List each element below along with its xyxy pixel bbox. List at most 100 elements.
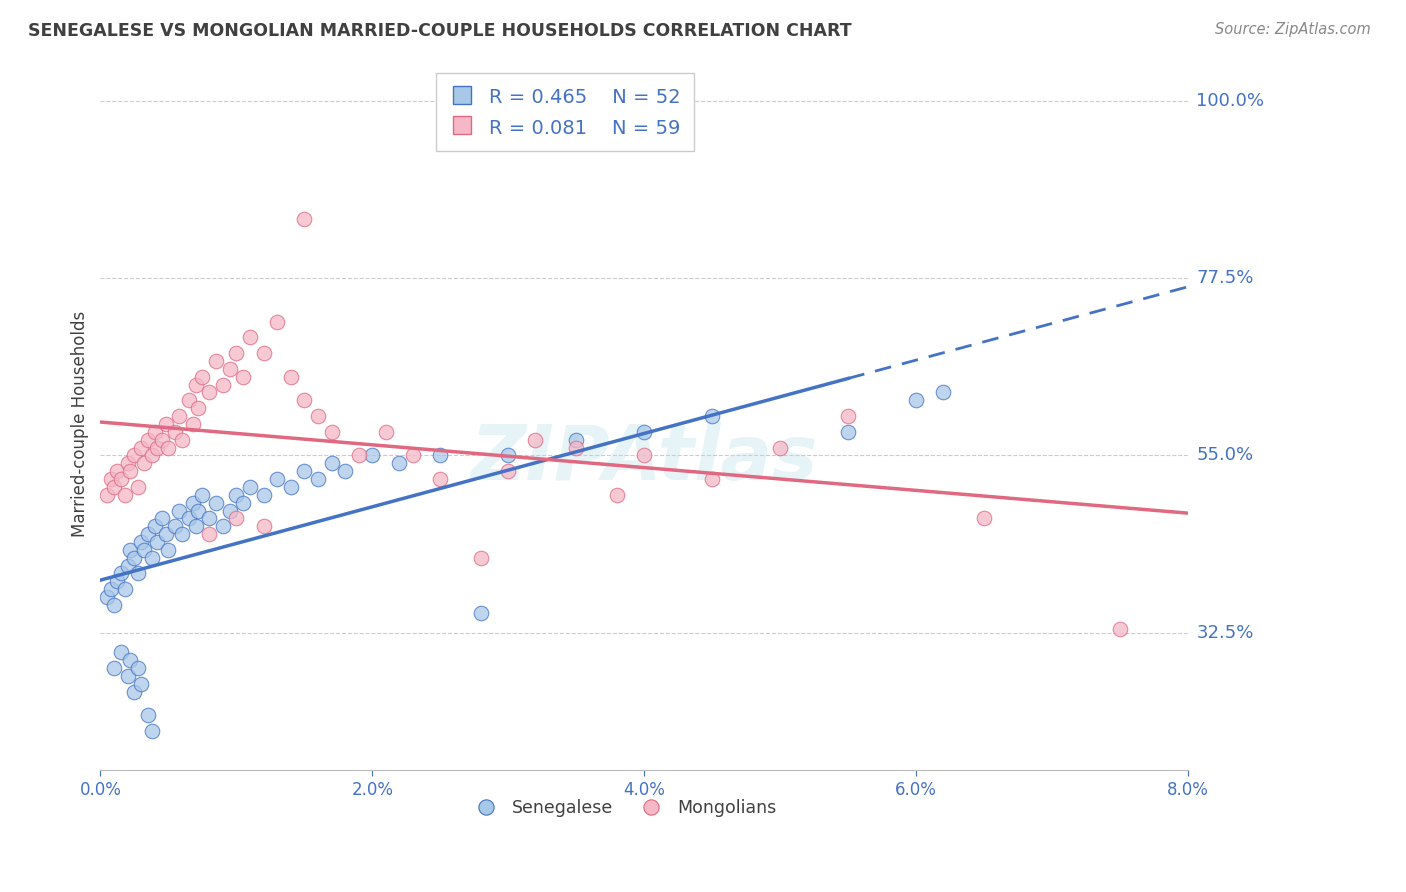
Point <box>374 425 396 439</box>
Point <box>702 472 724 486</box>
Point <box>402 449 425 463</box>
Point <box>143 425 166 439</box>
Point <box>932 385 955 400</box>
Point <box>429 449 451 463</box>
Point <box>905 393 928 408</box>
Point <box>114 582 136 597</box>
Point <box>252 346 274 360</box>
Point <box>429 472 451 486</box>
Point <box>170 433 193 447</box>
Point <box>110 566 132 581</box>
Point <box>136 708 159 723</box>
Point <box>225 488 247 502</box>
Point <box>837 409 859 423</box>
Point <box>633 449 655 463</box>
Point <box>127 480 149 494</box>
Point <box>211 519 233 533</box>
Point <box>524 433 547 447</box>
Point <box>205 495 228 509</box>
Point <box>205 354 228 368</box>
Point <box>239 480 262 494</box>
Point <box>321 425 343 439</box>
Point <box>110 645 132 659</box>
Text: 77.5%: 77.5% <box>1197 269 1254 287</box>
Point <box>143 519 166 533</box>
Point <box>165 425 187 439</box>
Point <box>280 480 302 494</box>
Point <box>191 369 214 384</box>
Point <box>218 503 240 517</box>
Point <box>96 590 118 604</box>
Text: ZIPAtlas: ZIPAtlas <box>471 422 818 496</box>
Point <box>100 582 122 597</box>
Point <box>266 314 288 328</box>
Point <box>191 488 214 502</box>
Point <box>973 511 995 525</box>
Text: 55.0%: 55.0% <box>1197 446 1254 465</box>
Point <box>232 369 254 384</box>
Point <box>157 441 180 455</box>
Point <box>347 449 370 463</box>
Text: 100.0%: 100.0% <box>1197 92 1264 110</box>
Point <box>124 449 146 463</box>
Point <box>120 464 142 478</box>
Point <box>146 441 169 455</box>
Point <box>129 535 152 549</box>
Point <box>141 449 163 463</box>
Point <box>117 558 139 573</box>
Point <box>252 519 274 533</box>
Point <box>129 677 152 691</box>
Point <box>124 684 146 698</box>
Point <box>167 503 190 517</box>
Point <box>225 346 247 360</box>
Point <box>177 393 200 408</box>
Point <box>187 503 209 517</box>
Legend: Senegalese, Mongolians: Senegalese, Mongolians <box>461 792 783 824</box>
Point <box>321 456 343 470</box>
Point <box>252 488 274 502</box>
Point <box>170 527 193 541</box>
Point <box>141 550 163 565</box>
Point <box>150 511 173 525</box>
Point <box>127 566 149 581</box>
Point <box>129 441 152 455</box>
Point <box>120 653 142 667</box>
Point <box>117 456 139 470</box>
Point <box>100 472 122 486</box>
Point <box>146 535 169 549</box>
Point <box>225 511 247 525</box>
Point <box>132 456 155 470</box>
Point <box>136 433 159 447</box>
Point <box>470 550 492 565</box>
Point <box>103 661 125 675</box>
Point <box>496 464 519 478</box>
Text: SENEGALESE VS MONGOLIAN MARRIED-COUPLE HOUSEHOLDS CORRELATION CHART: SENEGALESE VS MONGOLIAN MARRIED-COUPLE H… <box>28 22 852 40</box>
Point <box>292 393 315 408</box>
Point <box>606 488 628 502</box>
Point <box>150 433 173 447</box>
Point <box>124 550 146 565</box>
Point <box>103 480 125 494</box>
Point <box>141 723 163 738</box>
Point <box>105 574 128 589</box>
Text: Source: ZipAtlas.com: Source: ZipAtlas.com <box>1215 22 1371 37</box>
Point <box>280 369 302 384</box>
Y-axis label: Married-couple Households: Married-couple Households <box>72 310 89 537</box>
Point <box>837 425 859 439</box>
Point <box>184 519 207 533</box>
Point <box>181 417 204 431</box>
Text: 32.5%: 32.5% <box>1197 624 1254 641</box>
Point <box>132 542 155 557</box>
Point <box>702 409 724 423</box>
Point <box>157 542 180 557</box>
Point <box>117 669 139 683</box>
Point <box>103 598 125 612</box>
Point <box>136 527 159 541</box>
Point <box>388 456 411 470</box>
Point <box>307 472 329 486</box>
Point <box>187 401 209 416</box>
Point <box>120 542 142 557</box>
Point <box>181 495 204 509</box>
Point <box>266 472 288 486</box>
Point <box>633 425 655 439</box>
